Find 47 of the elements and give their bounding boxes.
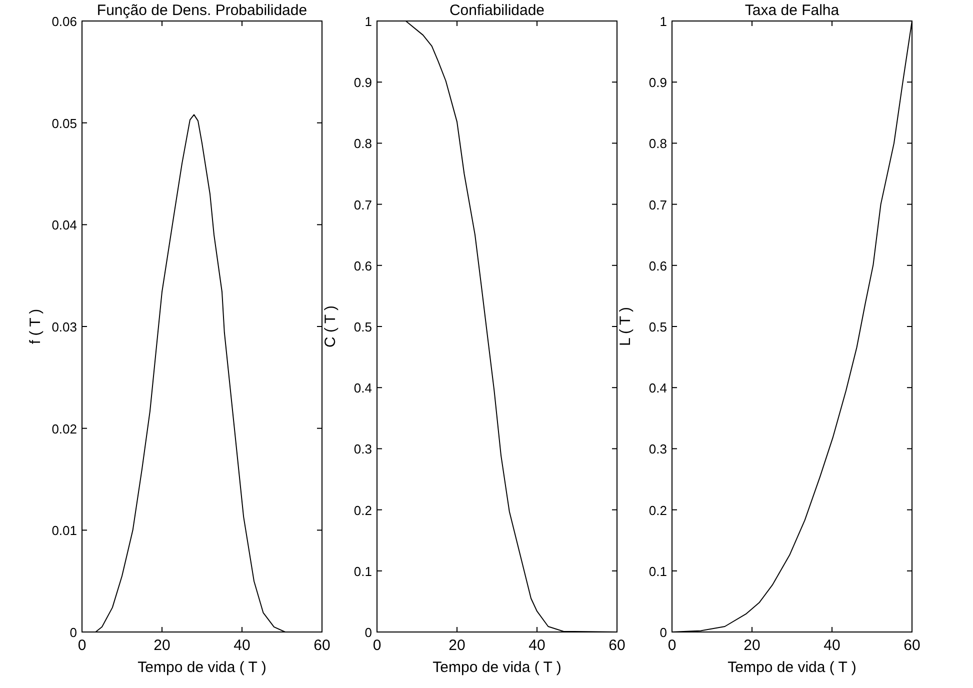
y-tick-label: 0.3 <box>354 442 372 457</box>
y-tick-label: 1 <box>660 14 667 29</box>
y-tick-label: 0.8 <box>648 136 667 152</box>
y-axis-title: L ( T ) <box>617 307 634 346</box>
x-axis-title: Tempo de vida ( T ) <box>432 659 562 676</box>
y-tick-label: 0.1 <box>648 564 667 579</box>
y-tick-label: 0.03 <box>52 320 77 334</box>
x-tick-label: 20 <box>448 637 466 654</box>
y-tick-label: 0.7 <box>648 197 667 212</box>
y-tick-label: 0 <box>70 625 77 640</box>
x-tick-label: 40 <box>234 637 250 654</box>
y-tick-label: 0.9 <box>648 75 667 90</box>
y-tick-label: 0.1 <box>354 564 372 579</box>
y-tick-label: 0.01 <box>52 523 77 538</box>
x-tick-label: 60 <box>314 637 330 654</box>
y-tick-label: 0.5 <box>648 320 667 334</box>
x-tick-label: 20 <box>744 637 760 654</box>
y-tick-label: 0 <box>660 625 667 640</box>
y-tick-label: 0.9 <box>354 75 372 90</box>
x-tick-label: 60 <box>608 637 626 654</box>
y-tick-label: 0.7 <box>354 197 372 212</box>
x-tick-label: 60 <box>904 637 920 654</box>
y-tick-label: 0.05 <box>52 116 77 131</box>
y-tick-label: 0.3 <box>648 442 667 457</box>
x-axis-title: Tempo de vida ( T ) <box>728 659 856 676</box>
y-tick-label: 0.6 <box>648 258 667 274</box>
y-tick-label: 1 <box>364 14 372 29</box>
chart-title: Confiabilidade <box>449 2 545 19</box>
y-tick-label: 0.4 <box>648 380 667 396</box>
y-tick-label: 0.06 <box>52 14 77 29</box>
y-tick-label: 0.2 <box>648 502 667 518</box>
y-tick-label: 0.4 <box>354 380 372 396</box>
chart-title: Função de Dens. Probabilidade <box>96 2 308 19</box>
chart-title: Taxa de Falha <box>744 2 840 19</box>
y-tick-label: 0.8 <box>354 136 372 152</box>
y-tick-label: 0.04 <box>52 218 77 233</box>
x-tick-label: 40 <box>824 637 840 654</box>
y-tick-label: 0.6 <box>354 258 372 274</box>
x-tick-label: 20 <box>154 637 170 654</box>
y-tick-label: 0.02 <box>52 421 77 436</box>
y-tick-label: 0.2 <box>354 502 372 518</box>
y-tick-label: 0.5 <box>354 320 372 334</box>
y-axis-title: f ( T ) <box>27 308 44 344</box>
x-axis-title: Tempo de vida ( T ) <box>138 659 266 676</box>
y-tick-label: 0 <box>364 625 372 640</box>
y-axis-title: C ( T ) <box>322 306 339 348</box>
x-tick-label: 40 <box>528 637 546 654</box>
